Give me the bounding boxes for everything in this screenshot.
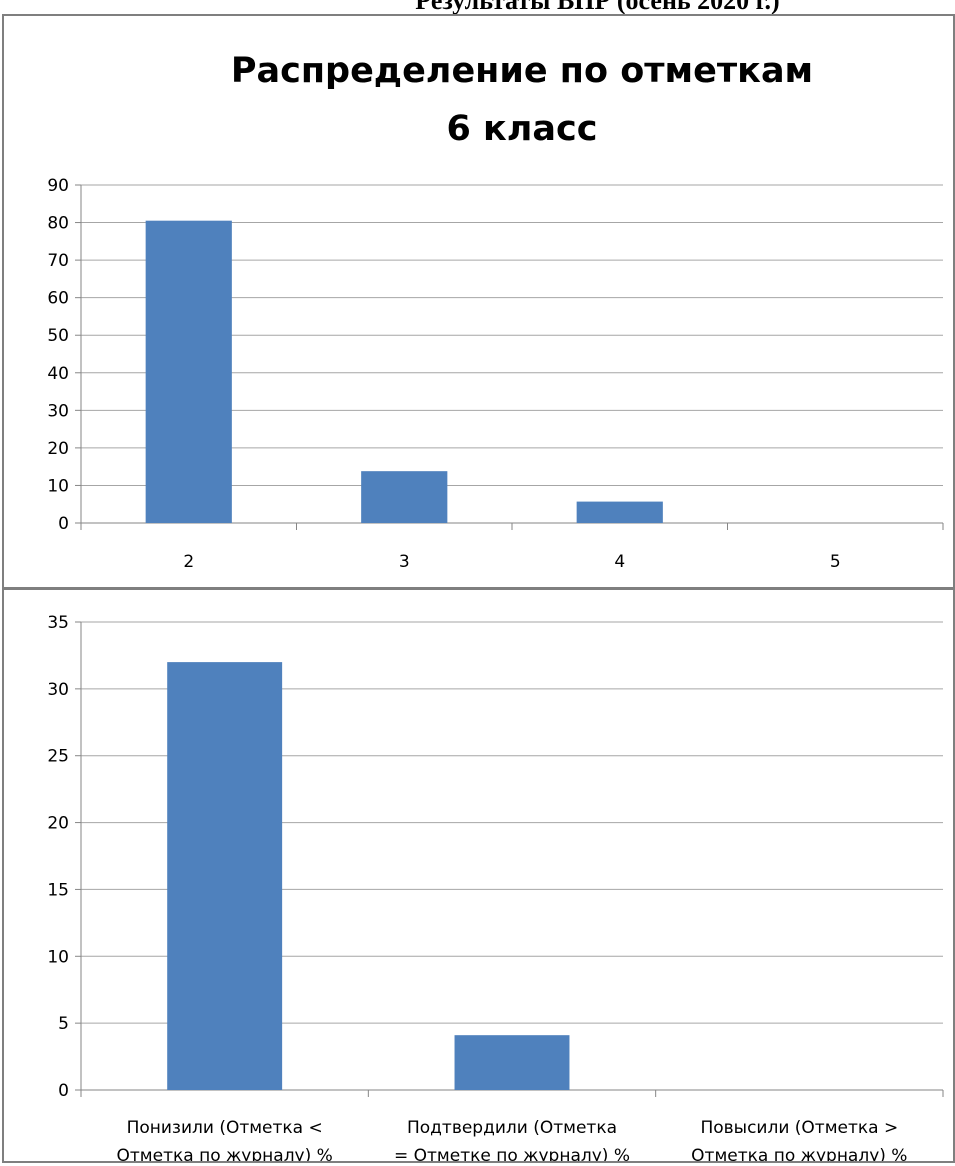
bar — [361, 471, 448, 523]
y-tick-label: 20 — [47, 814, 69, 834]
y-tick-label: 25 — [47, 747, 69, 767]
bar — [576, 501, 663, 523]
grade-confirmation-chart: 0 5 10 15 20 25 30 35 Понизили (Отметка < Отметка… — [2, 588, 955, 1166]
x-category-label: Повысили (Отметка > — [700, 1118, 898, 1138]
chart-title-line: 6 класс — [446, 109, 597, 149]
x-category-label: 5 — [830, 552, 841, 572]
chart-title-line: Распределение по отметкам — [231, 51, 813, 91]
bar — [167, 662, 283, 1090]
y-tick-label: 70 — [47, 251, 69, 271]
x-category-label: Подтвердили (Отметка — [407, 1118, 617, 1138]
x-category-label: 3 — [399, 552, 410, 572]
x-category-label: Отметка по журналу) % — [691, 1146, 907, 1161]
y-tick-label: 0 — [58, 514, 69, 534]
y-tick-label: 50 — [47, 326, 69, 346]
grade-distribution-chart: Распределение по отметкам 6 класс 0 10 20 30 4… — [2, 14, 955, 589]
document-heading: Результаты ВПР (осень 2020 г.) — [415, 0, 780, 15]
bar — [454, 1035, 570, 1090]
y-tick-label: 20 — [47, 439, 69, 459]
y-tick-label: 5 — [58, 1014, 69, 1034]
y-tick-label: 0 — [58, 1081, 69, 1101]
bar — [145, 220, 232, 523]
x-category-label: Отметка по журналу) % — [117, 1146, 333, 1161]
x-category-label: = Отметке по журналу) % — [394, 1146, 630, 1161]
y-tick-label: 35 — [47, 613, 69, 633]
x-category-label: 4 — [614, 552, 625, 572]
y-tick-label: 40 — [47, 364, 69, 384]
grade-distribution-svg: Распределение по отметкам 6 класс 0 10 20 30 4… — [47, 51, 944, 572]
x-category-label: Понизили (Отметка < — [127, 1118, 323, 1138]
y-tick-label: 30 — [47, 680, 69, 700]
y-tick-label: 10 — [47, 476, 69, 496]
y-tick-label: 30 — [47, 401, 69, 421]
y-tick-label: 15 — [47, 880, 69, 900]
y-tick-label: 10 — [47, 947, 69, 967]
x-category-label: 2 — [183, 552, 194, 572]
grade-confirmation-svg: 0 5 10 15 20 25 30 35 Понизили (Отметка < Отметка… — [47, 613, 944, 1166]
y-tick-label: 90 — [47, 176, 69, 196]
y-tick-label: 60 — [47, 289, 69, 309]
y-tick-label: 80 — [47, 214, 69, 234]
